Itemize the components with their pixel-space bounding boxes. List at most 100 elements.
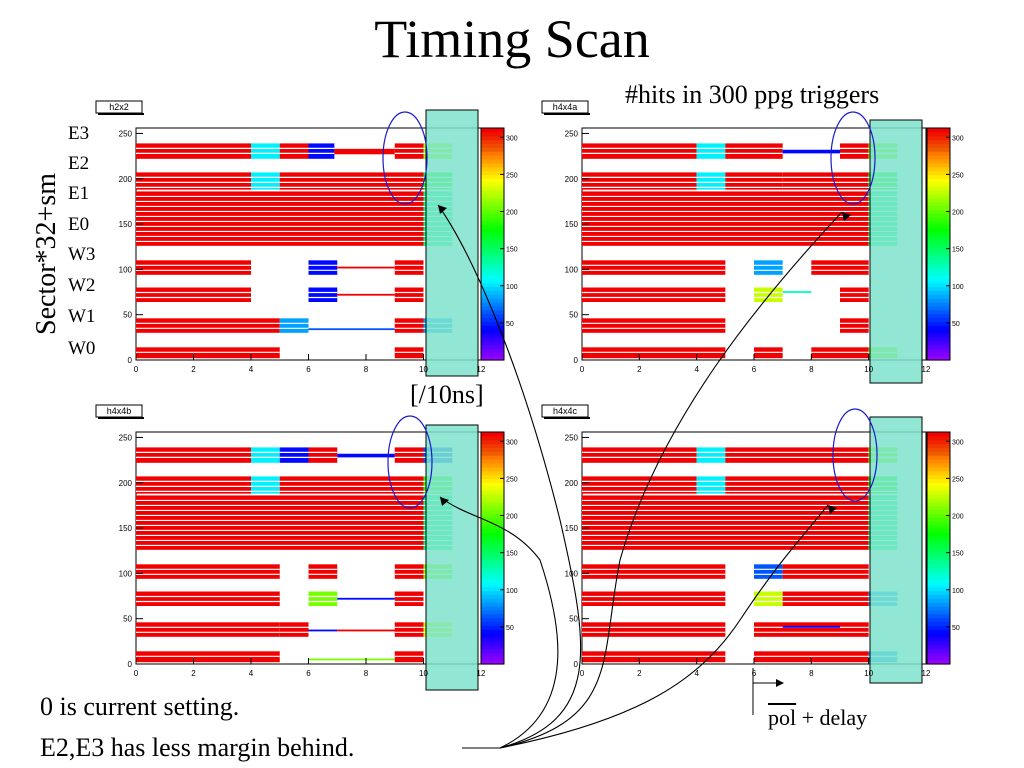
colorbar-segment — [481, 652, 504, 657]
colorbar-segment — [927, 166, 950, 172]
colorbar-segment — [481, 490, 504, 495]
y-tick-label: 150 — [565, 220, 579, 229]
colorbar-segment — [927, 267, 950, 272]
heatmap-cell — [308, 629, 338, 632]
y-tick-label: 150 — [565, 524, 579, 533]
colorbar-segment — [927, 259, 950, 264]
heatmap-cell — [308, 447, 338, 463]
colorbar-segment — [481, 344, 504, 349]
heatmap-cell — [308, 260, 338, 275]
y-tick-label: 100 — [119, 265, 133, 274]
colorbar-tick-label: 250 — [506, 476, 518, 483]
colorbar-segment — [481, 609, 504, 615]
heatmap-cell — [308, 143, 335, 159]
colorbar-segment — [481, 182, 504, 187]
colorbar-segment — [481, 644, 504, 650]
colorbar-segment — [481, 170, 504, 175]
x-tick-label: 6 — [752, 669, 757, 678]
colorbar-segment — [927, 139, 950, 145]
highlight-box — [869, 416, 923, 684]
heatmap-cell — [394, 591, 424, 606]
colorbar-segment — [927, 186, 950, 191]
colorbar-segment — [927, 536, 950, 541]
colorbar-segment — [927, 640, 950, 646]
y-tick-label: 50 — [569, 615, 578, 624]
colorbar-segment — [481, 582, 504, 588]
colorbar-segment — [927, 228, 950, 233]
colorbar-segment — [481, 470, 504, 476]
colorbar-segment — [481, 544, 504, 549]
colorbar-segment — [481, 321, 504, 326]
colorbar-segment — [927, 182, 950, 187]
colorbar-segment — [481, 151, 504, 156]
colorbar-segment — [481, 336, 504, 342]
pol-label: pol — [768, 705, 797, 730]
colorbar-segment — [481, 251, 504, 257]
heatmap-cell — [136, 143, 251, 159]
x-tick-label: 8 — [809, 669, 814, 678]
colorbar-segment — [481, 462, 504, 468]
row-label-e0: E0 — [68, 214, 90, 235]
colorbar-segment — [481, 459, 504, 464]
heatmap-cell — [337, 266, 395, 269]
colorbar-segment — [481, 128, 504, 133]
heatmap-cell — [582, 191, 869, 246]
colorbar-segment — [481, 340, 504, 346]
y-tick-label: 100 — [565, 265, 579, 274]
colorbar-segment — [481, 216, 504, 222]
heatmap-cell — [279, 622, 309, 637]
heatmap-cell — [337, 597, 395, 600]
heatmap-cell — [725, 476, 869, 494]
colorbar-segment — [481, 505, 504, 510]
colorbar-segment — [481, 220, 504, 226]
colorbar-segment — [481, 586, 504, 592]
colorbar-segment — [481, 590, 504, 595]
colorbar-segment — [481, 255, 504, 261]
colorbar-segment — [927, 143, 950, 148]
x-tick-label: 6 — [306, 669, 311, 678]
colorbar-segment — [927, 474, 950, 479]
note-line-1: 0 is current setting. — [40, 692, 240, 721]
colorbar-segment — [927, 236, 950, 241]
colorbar-segment — [481, 271, 504, 276]
colorbar-segment — [927, 352, 950, 357]
x-tick-label: 10 — [419, 365, 428, 374]
colorbar-segment — [481, 443, 504, 449]
heatmap-cell — [582, 287, 726, 302]
colorbar-segment — [481, 455, 504, 460]
heatmap-cell — [582, 495, 869, 550]
x-tick-label: 6 — [306, 365, 311, 374]
colorbar-segment — [481, 356, 504, 361]
heatmap-cell — [279, 318, 309, 333]
colorbar-segment — [927, 313, 950, 319]
colorbar-segment — [927, 644, 950, 650]
heatmap-cell — [308, 658, 395, 661]
colorbar-segment — [927, 625, 950, 630]
colorbar-segment — [481, 501, 504, 507]
heatmap-cell — [136, 191, 424, 246]
histogram-title: h2x2 — [109, 102, 129, 112]
heatmap-cell — [308, 476, 424, 494]
row-label-e2: E2 — [68, 153, 90, 174]
x-tick-label: 4 — [694, 365, 699, 374]
colorbar-segment — [927, 286, 950, 291]
heatmap-cell — [136, 564, 280, 579]
colorbar-tick-label: 300 — [506, 439, 518, 446]
colorbar-segment — [927, 575, 950, 580]
colorbar-segment — [927, 305, 950, 311]
heatmap-cell — [394, 622, 424, 637]
colorbar-segment — [481, 660, 504, 665]
heatmap-cell — [582, 476, 697, 494]
colorbar-segment — [927, 447, 950, 452]
colorbar-segment — [481, 247, 504, 253]
highlight-box — [425, 109, 479, 377]
colorbar-tick-label: 100 — [506, 588, 518, 595]
colorbar-segment — [927, 348, 950, 353]
colorbar-segment — [927, 505, 950, 510]
histogram-title: h4x4b — [107, 406, 132, 416]
colorbar-segment — [927, 263, 950, 268]
colorbar-segment — [927, 478, 950, 483]
x-tick-label: 2 — [191, 365, 196, 374]
colorbar-segment — [481, 193, 504, 199]
